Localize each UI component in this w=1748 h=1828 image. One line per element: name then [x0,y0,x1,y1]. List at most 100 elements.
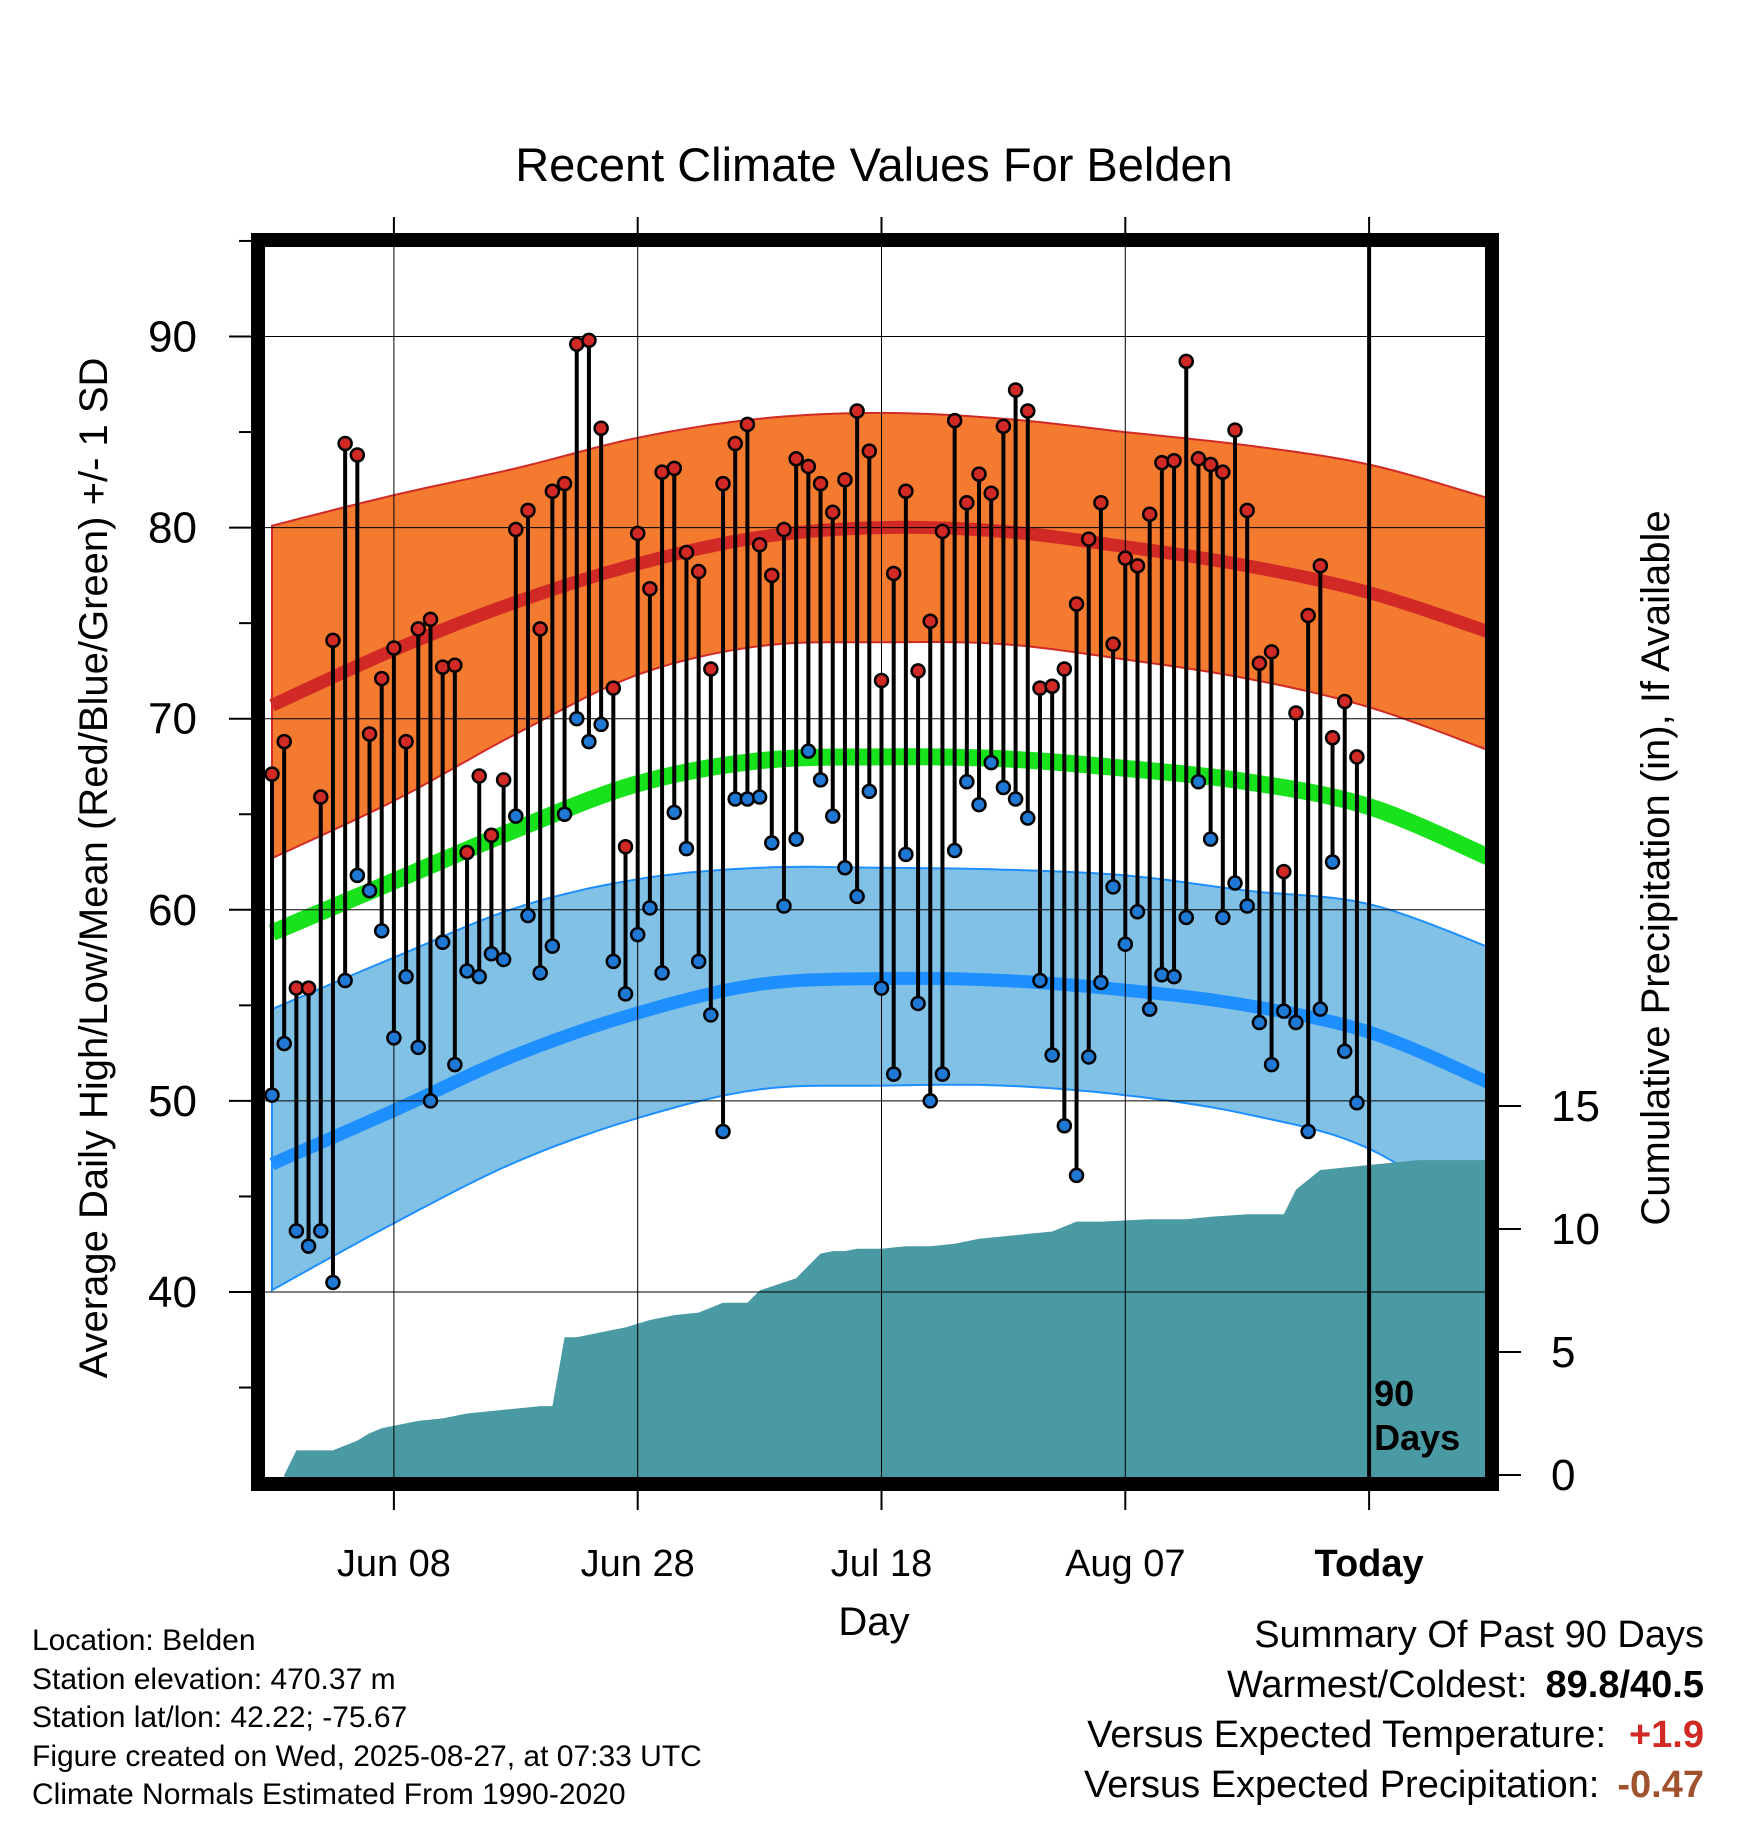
daily-low-point [764,835,780,851]
daily-low-point [788,831,804,847]
daily-high-point [349,447,366,463]
summary-panel: Summary Of Past 90 Days Warmest/Coldest:… [1084,1610,1704,1810]
daily-low-point [495,951,512,968]
daily-low-point [776,898,792,914]
daily-low-point [1251,1014,1268,1031]
daily-high-point [788,451,804,467]
location-text: Location: Belden [32,1624,256,1657]
daily-low-point [922,1093,939,1109]
daily-high-point [1263,644,1280,660]
precip-departure-value: -0.47 [1617,1764,1704,1806]
daily-low-point [520,907,536,924]
daily-low-point [751,789,768,805]
daily-high-point [1178,353,1194,370]
daily-high-point [373,670,390,687]
right-tick-label: 15 [1551,1082,1600,1131]
daily-high-point [508,521,524,538]
daily-high-point [544,483,561,500]
normals-text: Climate Normals Estimated From 1990-2020 [32,1778,626,1811]
precip-area [284,1160,1485,1477]
daily-high-point [1202,456,1219,473]
daily-low-point [654,965,670,981]
precip-departure-label: Versus Expected Precipitation: [1083,1764,1600,1806]
daily-high-point [605,680,622,696]
daily-low-point [544,938,561,954]
daily-high-point [1166,452,1182,469]
daily-high-point [995,418,1012,435]
warmest-coldest-label: Warmest/Coldest: [1226,1664,1528,1706]
daily-high-point [1336,693,1353,710]
temp-departure-row: Versus Expected Temperature: +1.9 [1084,1710,1704,1760]
daily-high-point [361,726,378,742]
daily-high-point [922,613,939,629]
daily-low-point [471,968,487,985]
daily-high-point [885,565,902,582]
created-text: Figure created on Wed, 2025-08-27, at 07… [32,1739,702,1773]
daily-low-point [824,808,841,824]
daily-high-point [1093,495,1109,511]
x-tick-label: Jun 08 [337,1543,451,1585]
daily-high-point [265,766,280,782]
daily-low-point [1300,1123,1316,1140]
daily-low-point [739,791,756,807]
daily-high-point [1215,464,1231,480]
daily-low-point [800,743,817,759]
daily-low-point [861,783,878,800]
daily-low-point [1117,936,1134,952]
latlon-text: Station lat/lon: 42.22; -75.67 [32,1701,408,1734]
daily-high-point [812,475,829,492]
daily-high-point [556,475,573,492]
daily-high-point [1349,749,1365,765]
daily-high-point [703,661,719,677]
left-tick-label: 90 [148,313,197,362]
left-tick-label: 40 [148,1268,197,1317]
daily-high-point [690,563,707,580]
daily-low-point [1312,1001,1329,1017]
daily-high-point [386,640,402,656]
daily-low-point [971,796,987,813]
daily-low-point [1178,909,1194,926]
daily-low-point [1129,903,1146,920]
daily-low-point [1227,875,1243,891]
daily-high-point [581,332,597,349]
warmest-coldest-row: Warmest/Coldest: 89.8/40.5 [1084,1660,1704,1710]
daily-high-point [959,495,975,511]
daily-high-point [1300,607,1316,624]
daily-high-point [739,416,756,433]
daily-low-point [983,754,999,771]
daily-high-point [873,672,890,689]
daily-low-point [1154,967,1170,983]
low-sd-band [271,865,1485,1292]
daily-low-point [715,1123,731,1140]
daily-high-point [898,483,914,500]
daily-high-point [910,663,926,679]
daily-high-point [1056,661,1073,677]
daily-high-point [337,435,353,452]
daily-low-point [556,806,573,822]
daily-low-point [946,842,963,859]
daily-low-point [1349,1095,1365,1111]
daily-high-point [1068,596,1085,612]
daily-high-point [971,466,987,482]
daily-low-point [873,980,890,996]
daily-high-point [313,789,329,805]
daily-high-point [410,621,427,637]
right-tick-label: 10 [1551,1205,1600,1254]
daily-low-point [1044,1047,1060,1063]
x-tick-label: Jun 28 [581,1543,695,1585]
daily-low-point [1215,909,1231,926]
daily-low-point [1324,854,1341,870]
daily-low-point [276,1035,292,1052]
daily-high-point [1044,678,1060,694]
left-tick-label: 60 [148,886,197,935]
daily-low-point [629,926,646,943]
daily-low-point [459,963,475,979]
daily-low-point [1056,1117,1073,1134]
daily-high-point [325,632,341,649]
daily-high-point [422,611,439,628]
daily-low-point [1007,791,1024,807]
daily-high-point [617,838,634,855]
daily-high-point [837,472,853,488]
daily-low-point [1166,968,1182,985]
left-y-axis-label: Average Daily High/Low/Mean (Red/Blue/Gr… [72,358,116,1379]
